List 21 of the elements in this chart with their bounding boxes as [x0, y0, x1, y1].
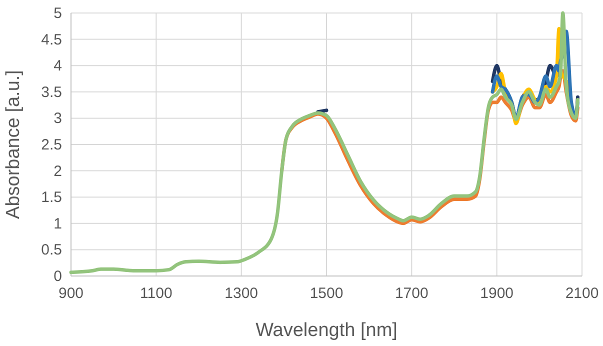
- y-tick-label: 4: [54, 58, 62, 75]
- y-tick-label: 4.5: [41, 31, 62, 48]
- y-axis-title: Absorbance [a.u.]: [3, 70, 24, 219]
- y-tick-label: 1: [54, 215, 62, 232]
- x-tick-label: 1700: [394, 285, 428, 302]
- y-tick-label: 1.5: [41, 189, 62, 206]
- x-axis-title: Wavelength [nm]: [256, 320, 398, 341]
- y-tick-label: 3.5: [41, 84, 62, 101]
- y-tick-label: 3: [54, 110, 62, 128]
- y-tick-label: 0: [54, 268, 62, 285]
- y-tick-label: 2.5: [41, 136, 62, 154]
- y-tick-label: 5: [54, 5, 62, 22]
- x-tick-label: 1900: [480, 285, 514, 302]
- x-tick-label: 1100: [140, 285, 172, 302]
- line-series: [69, 11, 580, 274]
- x-tick-label: 1300: [224, 285, 258, 302]
- y-tick-label: 2: [54, 162, 62, 180]
- x-tick-label: 2100: [565, 285, 599, 302]
- x-tick-label: 900: [58, 285, 84, 302]
- x-tick-label: 1500: [310, 285, 344, 302]
- y-tick-label: 0.5: [41, 242, 62, 259]
